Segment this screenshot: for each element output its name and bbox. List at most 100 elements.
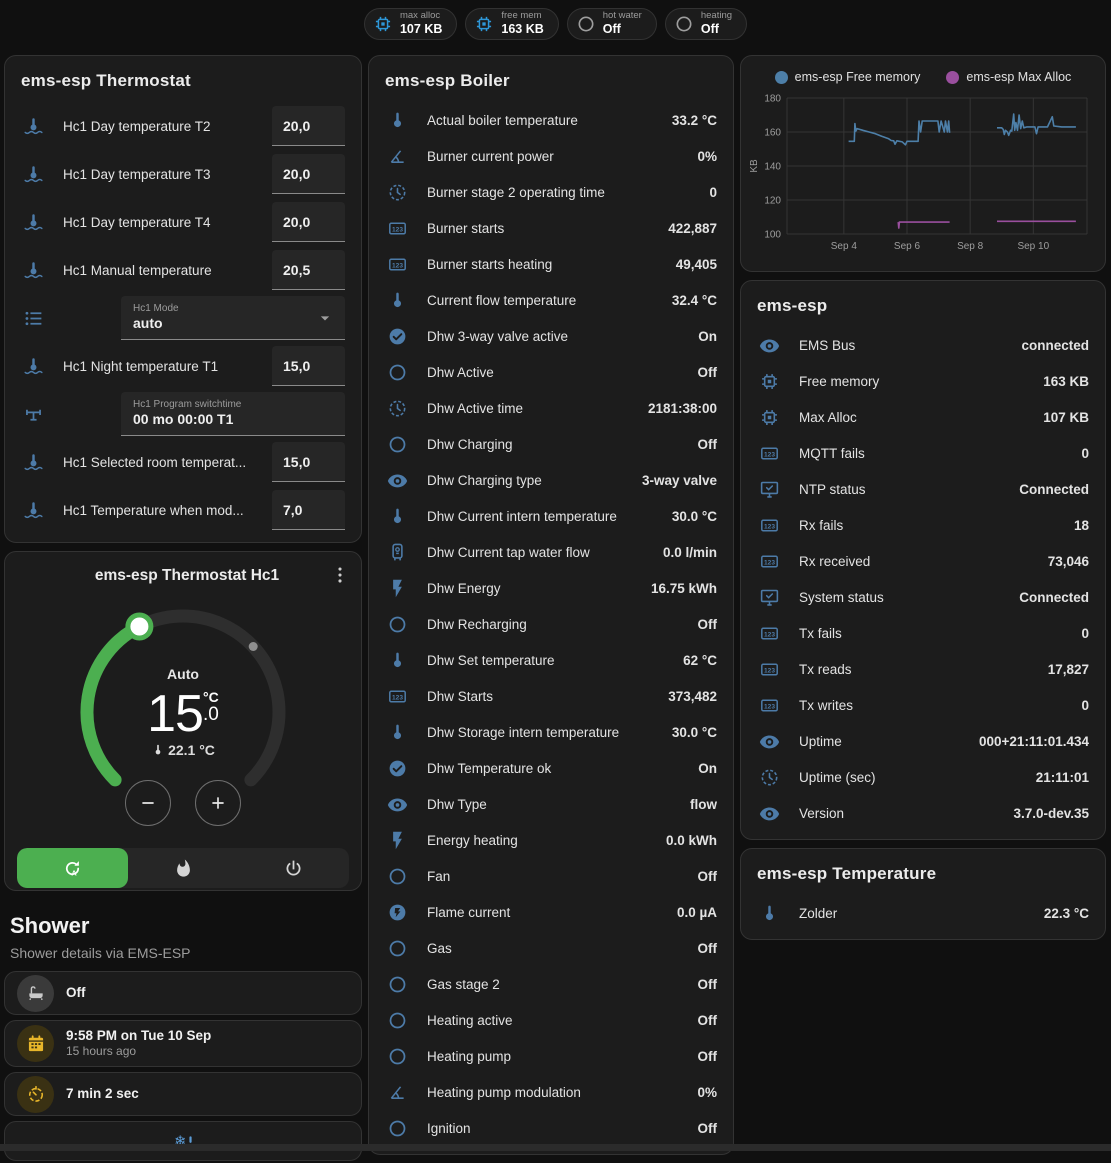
svg-text:123: 123 — [764, 631, 775, 638]
entity-row[interactable]: Energy heating 0.0 kWh — [369, 822, 733, 858]
entity-row[interactable]: Gas Off — [369, 930, 733, 966]
legend-dot — [774, 70, 788, 84]
hvac-mode-power-button[interactable] — [238, 848, 349, 888]
entity-row[interactable]: Uptime (sec) 21:11:01 — [741, 759, 1105, 795]
entity-row[interactable]: Hc1 Day temperature T2 20,0 — [5, 102, 361, 150]
entity-row[interactable]: 123 Burner starts 422,887 — [369, 210, 733, 246]
entity-row[interactable]: Dhw Active Off — [369, 354, 733, 390]
entity-row[interactable]: EMS Bus connected — [741, 327, 1105, 363]
entity-row[interactable]: Dhw Type flow — [369, 786, 733, 822]
entity-row[interactable]: 123 Dhw Starts 373,482 — [369, 678, 733, 714]
entity-row[interactable]: Dhw Charging type 3-way valve — [369, 462, 733, 498]
badge-free-mem[interactable]: free mem 163 KB — [465, 8, 559, 40]
dots-vertical-icon[interactable] — [329, 564, 353, 588]
entity-label: Hc1 Temperature when mod... — [63, 502, 244, 518]
thermostat-dial[interactable]: Auto 15 °C .0 22.1 °C — [63, 590, 303, 838]
entity-row[interactable]: Actual boiler temperature 33.2 °C — [369, 102, 733, 138]
entity-value: 2181:38:00 — [647, 400, 717, 416]
entity-row[interactable]: Dhw Temperature ok On — [369, 750, 733, 786]
entity-row[interactable]: 123 Tx fails 0 — [741, 615, 1105, 651]
entity-row[interactable]: Hc1 Temperature when mod... 7,0 — [5, 486, 361, 534]
hvac-mode-auto-button[interactable]: A — [17, 848, 128, 888]
svg-text:123: 123 — [392, 262, 403, 269]
entity-row[interactable]: Dhw Active time 2181:38:00 — [369, 390, 733, 426]
entity-row[interactable]: Heating active Off — [369, 1002, 733, 1038]
shower-tile[interactable]: 7 min 2 sec — [4, 1072, 362, 1116]
select-field[interactable]: Hc1 Mode auto — [121, 296, 345, 340]
entity-row[interactable]: Current flow temperature 32.4 °C — [369, 282, 733, 318]
entity-row[interactable]: Heating pump Off — [369, 1038, 733, 1074]
entity-label: Uptime (sec) — [799, 769, 876, 785]
increase-temp-button[interactable] — [195, 780, 241, 826]
entity-row[interactable]: 123 Tx writes 0 — [741, 687, 1105, 723]
card-title: ems-esp — [757, 296, 828, 315]
legend-item[interactable]: ems-esp Max Alloc — [946, 70, 1071, 84]
number-input[interactable]: 7,0 — [272, 490, 345, 530]
number-input[interactable]: 15,0 — [272, 346, 345, 386]
entity-label: Dhw Active time — [427, 400, 524, 416]
entity-row[interactable]: Hc1 Mode auto — [5, 294, 361, 342]
shower-tile[interactable]: 9:58 PM on Tue 10 Sep 15 hours ago — [4, 1020, 362, 1067]
entity-label: Dhw Storage intern temperature — [427, 724, 620, 740]
entity-row[interactable]: Hc1 Selected room temperat... 15,0 — [5, 438, 361, 486]
entity-row[interactable]: 123 Tx reads 17,827 — [741, 651, 1105, 687]
entity-row[interactable]: Hc1 Manual temperature 20,5 — [5, 246, 361, 294]
entity-row[interactable]: Heating pump modulation 0% — [369, 1074, 733, 1110]
entity-row[interactable]: Dhw Recharging Off — [369, 606, 733, 642]
number-input[interactable]: 20,0 — [272, 106, 345, 146]
entity-row[interactable]: Hc1 Program switchtime 00 mo 00:00 T1 — [5, 390, 361, 438]
thermometer-icon — [385, 288, 409, 312]
text-field[interactable]: Hc1 Program switchtime 00 mo 00:00 T1 — [121, 392, 345, 436]
entity-row[interactable]: 123 Rx fails 18 — [741, 507, 1105, 543]
entity-row[interactable]: Zolder 22.3 °C — [741, 895, 1105, 931]
entity-row[interactable]: Ignition Off — [369, 1110, 733, 1146]
chip-icon — [757, 405, 781, 429]
entity-row[interactable]: Free memory 163 KB — [741, 363, 1105, 399]
entity-row[interactable]: Gas stage 2 Off — [369, 966, 733, 1002]
entity-row[interactable]: Fan Off — [369, 858, 733, 894]
entity-row[interactable]: Dhw Energy 16.75 kWh — [369, 570, 733, 606]
temperature-card: ems-esp Temperature Zolder 22.3 °C — [740, 848, 1106, 940]
entity-row[interactable]: Dhw Set temperature 62 °C — [369, 642, 733, 678]
badge-heating[interactable]: heating Off — [664, 8, 748, 40]
svg-text:Sep 10: Sep 10 — [1017, 241, 1049, 252]
pipe-valve-icon — [21, 402, 45, 426]
entity-row[interactable]: Burner current power 0% — [369, 138, 733, 174]
entity-row[interactable]: Dhw Current intern temperature 30.0 °C — [369, 498, 733, 534]
entity-value: 17,827 — [1047, 661, 1089, 677]
entity-row[interactable]: Max Alloc 107 KB — [741, 399, 1105, 435]
number-input[interactable]: 20,5 — [272, 250, 345, 290]
check-circle-icon — [385, 756, 409, 780]
number-input[interactable]: 20,0 — [272, 154, 345, 194]
entity-row[interactable]: Burner stage 2 operating time 0 — [369, 174, 733, 210]
decrease-temp-button[interactable] — [125, 780, 171, 826]
entity-row[interactable]: 123 MQTT fails 0 — [741, 435, 1105, 471]
entity-row[interactable]: Hc1 Day temperature T4 20,0 — [5, 198, 361, 246]
legend-dot — [946, 70, 960, 84]
shower-tile[interactable]: Off — [4, 971, 362, 1015]
entity-row[interactable]: Uptime 000+21:11:01.434 — [741, 723, 1105, 759]
entity-row[interactable]: Hc1 Day temperature T3 20,0 — [5, 150, 361, 198]
entity-row[interactable]: Dhw Storage intern temperature 30.0 °C — [369, 714, 733, 750]
snowflake-alert-card[interactable]: ❄ — [4, 1121, 362, 1161]
entity-row[interactable]: Dhw Current tap water flow 0.0 l/min — [369, 534, 733, 570]
entity-row[interactable]: Dhw 3-way valve active On — [369, 318, 733, 354]
entity-row[interactable]: Flame current 0.0 µA — [369, 894, 733, 930]
entity-row[interactable]: 123 Rx received 73,046 — [741, 543, 1105, 579]
number-input[interactable]: 20,0 — [272, 202, 345, 242]
entity-row[interactable]: Version 3.7.0-dev.35 — [741, 795, 1105, 831]
hvac-mode-fire-button[interactable] — [128, 848, 239, 888]
badge-hot-water[interactable]: hot water Off — [566, 8, 657, 40]
entity-row[interactable]: NTP status Connected — [741, 471, 1105, 507]
chevron-down-icon — [315, 308, 335, 328]
entity-value: 0.0 µA — [676, 904, 717, 920]
entity-value: 0 — [1081, 697, 1089, 713]
number-input[interactable]: 15,0 — [272, 442, 345, 482]
dashboard-columns: ems-esp Thermostat Hc1 Day temperature T… — [4, 55, 1106, 1163]
entity-row[interactable]: 123 Burner starts heating 49,405 — [369, 246, 733, 282]
entity-row[interactable]: Hc1 Night temperature T1 15,0 — [5, 342, 361, 390]
entity-row[interactable]: System status Connected — [741, 579, 1105, 615]
badge-max-alloc[interactable]: max alloc 107 KB — [363, 8, 458, 40]
legend-item[interactable]: ems-esp Free memory — [774, 70, 920, 84]
entity-row[interactable]: Dhw Charging Off — [369, 426, 733, 462]
